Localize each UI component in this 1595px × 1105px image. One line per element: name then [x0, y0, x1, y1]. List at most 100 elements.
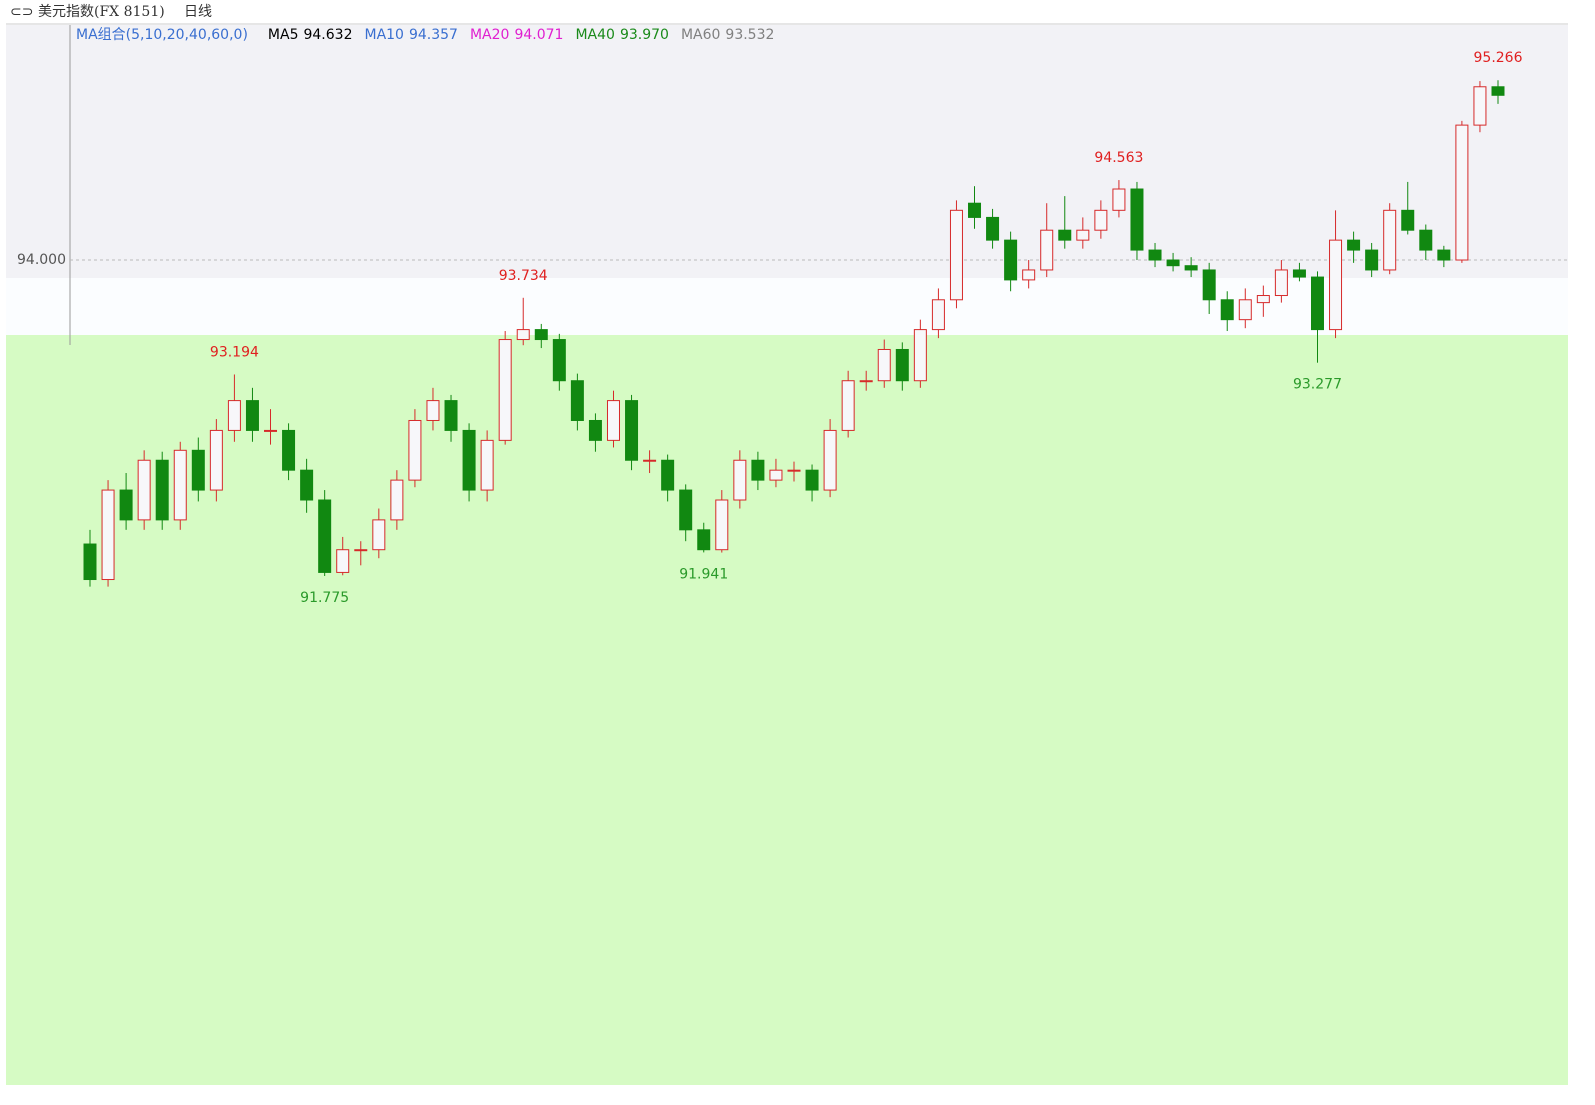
candle-body — [552, 339, 566, 382]
candle-body — [119, 489, 133, 521]
candle-body — [1112, 188, 1126, 211]
candle-body — [408, 419, 422, 481]
candle-body — [1437, 249, 1451, 261]
candle-body — [1058, 229, 1072, 241]
price-annotation: 93.194 — [210, 344, 259, 360]
ma-name: MA20 — [470, 27, 509, 43]
candle-body — [949, 209, 963, 301]
candle-body — [426, 400, 440, 421]
candle-body — [606, 400, 620, 441]
candle-body — [155, 459, 169, 521]
candle-body — [625, 400, 639, 461]
ma-name: MA60 — [681, 27, 720, 43]
candle-body — [697, 529, 711, 551]
candle-body — [534, 329, 548, 341]
candle-body — [1148, 249, 1162, 261]
candle-body — [1022, 269, 1036, 281]
candle-body — [137, 459, 151, 521]
candle-body — [264, 429, 278, 432]
candle-body — [1383, 209, 1397, 271]
toolbar — [0, 0, 1595, 24]
candle-body — [1329, 239, 1343, 331]
candle-body — [733, 459, 747, 501]
ma-group[interactable]: MA组合(5,10,20,40,60,0) — [76, 27, 248, 43]
ma-value: 94.632 — [303, 27, 352, 43]
candle-body — [173, 449, 187, 521]
candle-body — [1365, 249, 1379, 271]
price-annotation: 91.775 — [300, 590, 349, 606]
candle-body — [823, 429, 837, 491]
candle-body — [570, 380, 584, 421]
candle-body — [1220, 299, 1234, 321]
candle-body — [1455, 124, 1469, 261]
candle-body — [986, 216, 1000, 241]
candle-body — [1274, 269, 1288, 297]
candle-body — [769, 469, 783, 481]
candle-body — [372, 519, 386, 551]
candle-body — [1094, 209, 1108, 231]
price-annotation: 94.563 — [1094, 150, 1143, 166]
candle-body — [444, 400, 458, 431]
candle-body — [1401, 209, 1415, 231]
candle-body — [282, 429, 296, 471]
candle-body — [83, 543, 97, 581]
candle-body — [895, 348, 909, 382]
ma-value: 93.532 — [725, 27, 774, 43]
candle-body — [877, 348, 891, 382]
candle-body — [209, 429, 223, 491]
candle-body — [1419, 229, 1433, 251]
price-annotation: 93.277 — [1293, 377, 1342, 393]
price-annotation: 91.941 — [679, 566, 728, 582]
candle-body — [913, 329, 927, 382]
candle-body — [462, 429, 476, 491]
candle-body — [588, 419, 602, 441]
candle-body — [751, 459, 765, 481]
candle-body — [1076, 229, 1090, 241]
candle-body — [354, 549, 368, 552]
candle-body — [227, 400, 241, 431]
candle-body — [390, 479, 404, 521]
candle-body — [715, 499, 729, 551]
link-icon: ⊂⊃ — [10, 4, 33, 20]
candle-body — [679, 489, 693, 531]
candle-body — [931, 299, 945, 331]
ma-value: 93.970 — [620, 27, 669, 43]
candle-body — [968, 202, 982, 218]
y-tick-label: 94.000 — [17, 252, 66, 268]
lower-panels — [6, 335, 1568, 1085]
candle-body — [1256, 295, 1270, 304]
candle-body — [805, 469, 819, 491]
ma-name: MA40 — [575, 27, 614, 43]
candle-body — [336, 549, 350, 573]
candle-body — [1184, 265, 1198, 271]
price-annotation: 93.734 — [499, 268, 548, 284]
period-selector[interactable]: 日线 — [184, 4, 212, 20]
candle-body — [1004, 239, 1018, 281]
candle-body — [245, 400, 259, 431]
price-annotation: 95.266 — [1474, 50, 1523, 66]
ma-value: 94.357 — [409, 27, 458, 43]
candle-body — [516, 329, 530, 341]
candle-body — [1040, 229, 1054, 271]
ma-name: MA10 — [364, 27, 403, 43]
candle-body — [1473, 86, 1487, 126]
candle-body — [191, 449, 205, 491]
candle-body — [787, 469, 801, 472]
ma-name: MA5 — [268, 27, 299, 43]
candle-body — [1491, 86, 1505, 96]
candle-body — [1292, 269, 1306, 278]
candle-body — [1238, 299, 1252, 321]
candle-body — [859, 380, 873, 383]
candle-body — [1202, 269, 1216, 301]
candle-body — [318, 499, 332, 573]
main-panel-top — [6, 25, 1568, 278]
candle-body — [480, 439, 494, 491]
instrument-title: 美元指数(FX 8151) — [38, 4, 165, 20]
candle-body — [643, 459, 657, 462]
ma-value: 94.071 — [514, 27, 563, 43]
candle-body — [1310, 276, 1324, 331]
candle-body — [300, 469, 314, 501]
candle-body — [841, 380, 855, 431]
